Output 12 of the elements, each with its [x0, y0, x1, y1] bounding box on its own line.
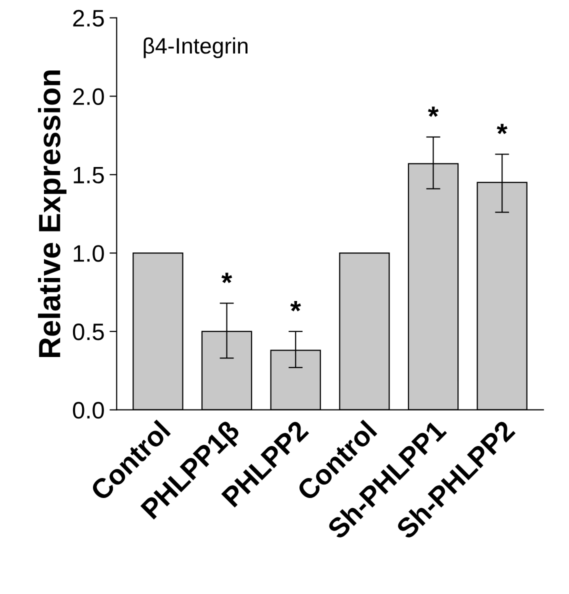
y-tick-label: 2.5 — [73, 10, 104, 27]
y-tick-label: 2.0 — [73, 88, 104, 106]
annotation: β4-Integrin — [144, 37, 248, 58]
annotation: * — [221, 272, 232, 284]
annotation: * — [290, 301, 301, 312]
y-tick-label: 0.5 — [72, 324, 104, 340]
y-tick-label: 1.0 — [74, 245, 104, 262]
y-tick-label: 0.0 — [72, 402, 104, 419]
y-axis-title: Relative Expression — [38, 70, 66, 357]
annotation: * — [428, 106, 439, 117]
y-tick-label: 1.5 — [74, 166, 104, 184]
annotation: * — [496, 124, 508, 134]
